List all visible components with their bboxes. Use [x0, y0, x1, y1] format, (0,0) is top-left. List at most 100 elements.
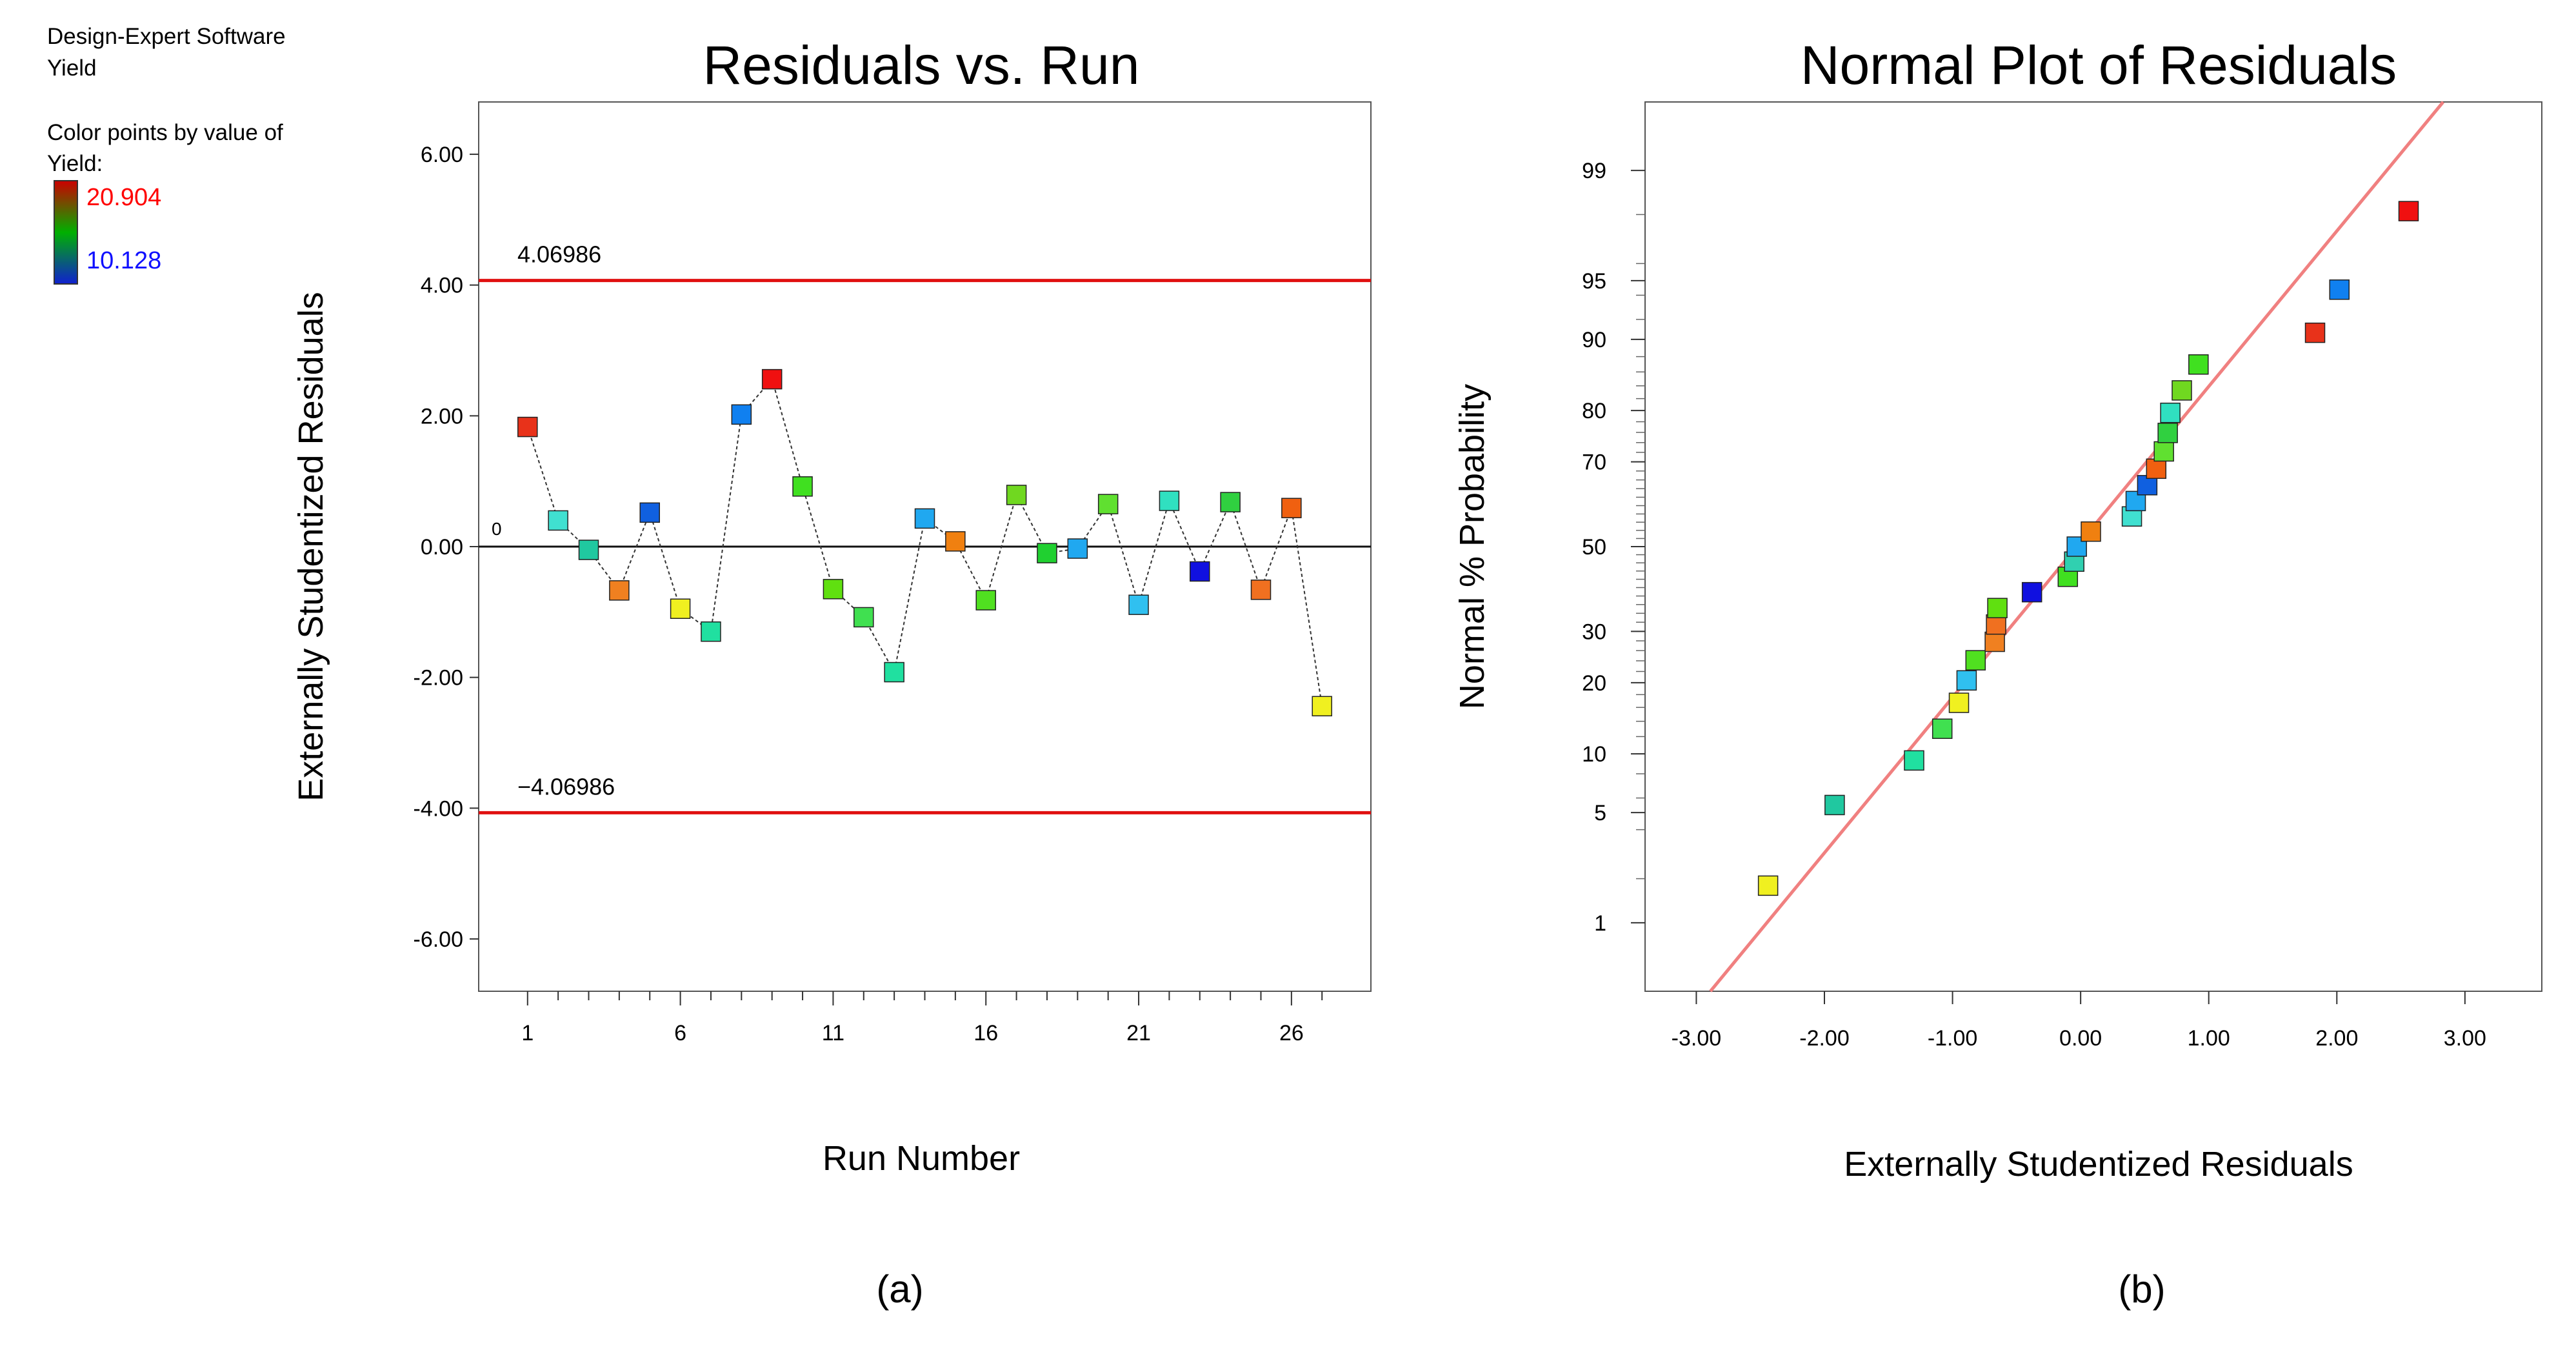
legend-response: Yield — [47, 55, 97, 81]
normal-plot-point — [1987, 598, 2008, 618]
residual-point — [945, 531, 966, 552]
residual-point — [1128, 594, 1149, 615]
residual-point — [701, 621, 721, 642]
y-tick-label: 95 — [1582, 269, 1606, 294]
normal-plot-point — [2081, 521, 2101, 542]
residual-point — [823, 579, 844, 600]
x-tick-label: 11 — [822, 1021, 844, 1045]
residual-point — [792, 476, 813, 497]
legend-software: Design-Expert Software — [47, 24, 286, 49]
normal-plot-point — [2160, 402, 2181, 423]
x-tick-label: -1.00 — [1928, 1026, 1978, 1051]
y-tick-label: 2.00 — [421, 404, 463, 429]
upper-limit-label: 4.06986 — [517, 241, 601, 268]
zero-line-label: 0 — [492, 519, 502, 539]
y-tick-label: -2.00 — [414, 666, 464, 691]
y-tick-label: 20 — [1582, 671, 1606, 696]
y-tick-label: 80 — [1582, 399, 1606, 423]
y-tick-label: 1 — [1594, 911, 1606, 936]
x-tick-label: 6 — [674, 1021, 686, 1045]
normal-plot-point — [1956, 670, 1977, 691]
residuals-vs-run-chart: Residuals vs. Run 6.00 4.00 2.00 0.00 -2.00 -… — [292, 35, 1372, 1311]
normal-plot-point — [2021, 581, 2042, 603]
x-tick-label: 26 — [1279, 1021, 1304, 1045]
legend-color-caption-1: Color points by value of — [47, 120, 283, 145]
chart-a-title: Residuals vs. Run — [703, 35, 1140, 96]
lower-limit-label: −4.06986 — [517, 773, 615, 800]
normal-plot-point — [1824, 794, 1845, 816]
normal-plot-point — [1965, 650, 1986, 671]
legend-min-value: 10.128 — [86, 247, 161, 274]
chart-b-y-axis: 99 95 90 80 70 50 30 20 10 5 1 — [1582, 159, 1645, 936]
x-tick-label: 3.00 — [2444, 1026, 2486, 1051]
residual-point — [548, 510, 568, 531]
y-tick-label: 5 — [1594, 801, 1606, 825]
normal-plot-point — [2304, 322, 2326, 343]
y-tick-label: 99 — [1582, 159, 1606, 183]
residual-point — [731, 404, 752, 425]
residual-series-line — [526, 378, 1323, 707]
y-tick-label: 0.00 — [421, 535, 463, 560]
residual-point — [1037, 543, 1057, 563]
normal-plot-point — [2157, 423, 2178, 443]
x-tick-label: 16 — [973, 1021, 998, 1045]
x-tick-label: 2.00 — [2315, 1026, 2358, 1051]
residual-point — [1159, 490, 1180, 511]
residual-point — [1190, 561, 1210, 582]
normal-plot-point — [1984, 631, 2005, 652]
chart-b-y-axis-label: Normal % Probability — [1453, 384, 1492, 709]
chart-b-series — [1757, 201, 2419, 896]
x-tick-label: -2.00 — [1799, 1026, 1850, 1051]
normal-plot-point — [2188, 354, 2209, 375]
residual-point — [1097, 494, 1119, 514]
x-tick-label: -3.00 — [1672, 1026, 1722, 1051]
panel-a-caption: (a) — [876, 1267, 923, 1311]
y-tick-label: 6.00 — [421, 143, 463, 167]
normal-plot-point — [2153, 441, 2174, 462]
residual-point — [761, 368, 783, 390]
residual-point — [914, 508, 935, 529]
normal-plot-chart: Normal Plot of Residuals 99 95 90 80 70 50 30 2… — [1453, 35, 2542, 1311]
normal-plot-point — [1757, 875, 1779, 896]
x-tick-label: 1 — [521, 1021, 534, 1045]
chart-a-x-axis: 1 6 11 16 21 26 — [521, 991, 1323, 1045]
chart-a-y-axis: 6.00 4.00 2.00 0.00 -2.00 -4.00 -6.00 — [414, 143, 479, 952]
residual-point — [1220, 492, 1241, 512]
y-tick-label: 4.00 — [421, 274, 463, 298]
y-tick-label: 50 — [1582, 535, 1606, 560]
y-tick-label: -6.00 — [414, 927, 464, 952]
chart-b-title: Normal Plot of Residuals — [1801, 35, 2397, 96]
legend-max-value: 20.904 — [86, 184, 161, 211]
x-tick-label: 0.00 — [2059, 1026, 2102, 1051]
y-tick-label: 10 — [1582, 742, 1606, 767]
chart-b-x-axis-label: Externally Studentized Residuals — [1844, 1145, 2353, 1184]
residual-point — [609, 580, 630, 601]
color-legend: Design-Expert Software Yield Color point… — [47, 24, 286, 285]
residual-point — [578, 540, 599, 560]
residual-point — [1312, 696, 1332, 716]
y-tick-label: 70 — [1582, 450, 1606, 475]
chart-a-x-axis-label: Run Number — [823, 1139, 1020, 1178]
residual-point — [884, 661, 904, 683]
residual-point — [1006, 485, 1027, 505]
chart-a-reference-lines: 4.06986 −4.06986 0 — [479, 241, 1371, 814]
residual-point — [975, 590, 996, 610]
normal-plot-point — [2172, 380, 2192, 401]
chart-a-series — [517, 368, 1332, 716]
legend-color-caption-2: Yield: — [47, 151, 103, 176]
y-tick-label: -4.00 — [414, 796, 464, 821]
normal-plot-point — [1932, 718, 1953, 739]
chart-b-plot-area — [1644, 101, 2542, 992]
normal-plot-point — [2329, 279, 2350, 300]
normal-plot-point — [2146, 458, 2167, 479]
residual-point — [1281, 498, 1302, 518]
normal-plot-point — [1948, 692, 1970, 713]
residual-point — [1067, 538, 1088, 559]
panel-b-caption: (b) — [2118, 1267, 2165, 1311]
chart-a-y-axis-label: Externally Studentized Residuals — [292, 292, 330, 801]
chart-b-x-axis: -3.00 -2.00 -1.00 0.00 1.00 2.00 3.00 — [1672, 991, 2486, 1051]
y-tick-label: 30 — [1582, 620, 1606, 644]
normal-plot-point — [1904, 750, 1924, 771]
residual-point — [854, 607, 874, 628]
